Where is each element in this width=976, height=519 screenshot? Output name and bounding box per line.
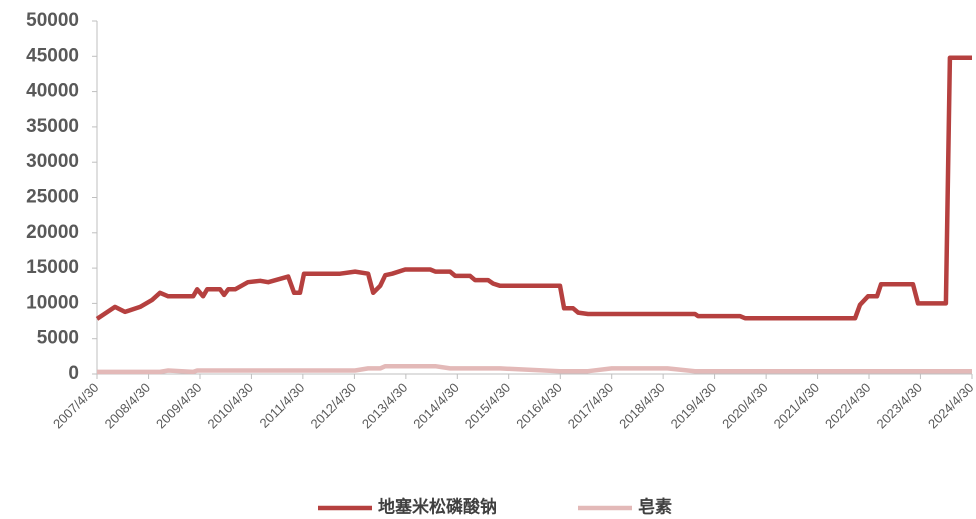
y-tick-label: 25000 bbox=[26, 187, 79, 208]
y-tick-label: 40000 bbox=[26, 81, 79, 102]
x-tick-label: 2022/4/30 bbox=[822, 380, 874, 432]
y-tick-label: 45000 bbox=[26, 45, 79, 66]
x-tick-label: 2014/4/30 bbox=[410, 380, 462, 432]
x-tick-label: 2018/4/30 bbox=[616, 380, 668, 432]
x-tick-label: 2013/4/30 bbox=[359, 380, 411, 432]
x-tick-label: 2020/4/30 bbox=[719, 380, 771, 432]
x-tick-label: 2011/4/30 bbox=[257, 380, 308, 431]
x-tick-label: 2007/4/30 bbox=[50, 380, 102, 432]
x-tick-label: 2015/4/30 bbox=[462, 380, 514, 432]
y-tick-label: 35000 bbox=[26, 116, 79, 137]
x-tick-label: 2009/4/30 bbox=[153, 380, 205, 432]
x-tick-label: 2023/4/30 bbox=[873, 380, 925, 432]
x-tick-label: 2008/4/30 bbox=[102, 380, 154, 432]
line-series bbox=[97, 363, 972, 375]
y-tick-label: 10000 bbox=[26, 292, 79, 313]
x-tick-label: 2017/4/30 bbox=[565, 380, 617, 432]
y-tick-label: 0 bbox=[68, 363, 79, 384]
y-tick-label: 5000 bbox=[37, 328, 79, 349]
legend-label: 地塞米松磷酸钠 bbox=[378, 496, 497, 516]
x-tick-label: 2019/4/30 bbox=[668, 380, 720, 432]
x-tick-label: 2021/4/30 bbox=[771, 380, 823, 432]
y-tick-label: 50000 bbox=[26, 10, 79, 31]
x-tick-label: 2012/4/30 bbox=[307, 380, 359, 432]
y-tick-label: 30000 bbox=[26, 151, 79, 172]
y-tick-label: 20000 bbox=[26, 222, 79, 243]
x-tick-label: 2010/4/30 bbox=[204, 380, 256, 432]
y-tick-label: 15000 bbox=[26, 257, 79, 278]
line-series bbox=[95, 55, 972, 321]
x-tick-label: 2024/4/30 bbox=[925, 380, 976, 432]
x-tick-label: 2016/4/30 bbox=[513, 380, 565, 432]
legend-label: 皂素 bbox=[638, 496, 672, 516]
